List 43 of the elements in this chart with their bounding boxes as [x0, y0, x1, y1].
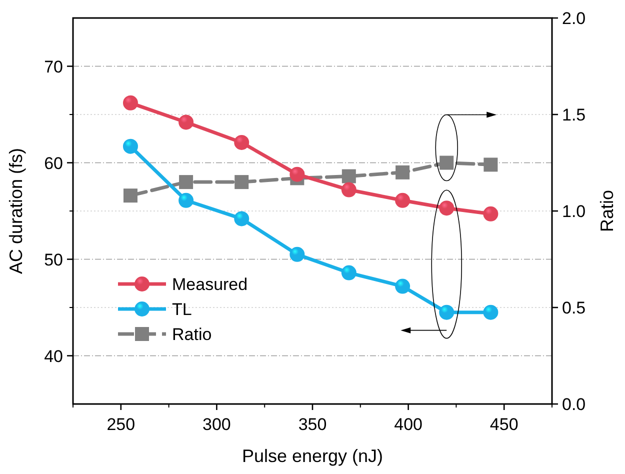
point	[341, 265, 356, 280]
point	[178, 114, 194, 130]
point	[234, 134, 250, 150]
y2-tick-label: 1.5	[562, 106, 586, 124]
point	[341, 182, 356, 198]
point	[179, 175, 194, 190]
x-tick-label: 400	[394, 415, 422, 434]
point	[483, 304, 498, 320]
y2-tick-label: 1.0	[562, 202, 586, 221]
point	[439, 304, 454, 320]
point	[395, 278, 410, 294]
point	[395, 192, 410, 208]
y-tick-label: 60	[44, 154, 63, 173]
y2-tick-label: 2.0	[562, 9, 586, 28]
point	[122, 138, 138, 154]
point	[440, 156, 454, 170]
point	[484, 158, 498, 172]
y2-tick-label: 0.0	[562, 395, 586, 414]
y-axis-title: AC duration (fs)	[6, 148, 26, 274]
point	[234, 211, 250, 226]
legend-label: Ratio	[172, 325, 212, 344]
y-tick-label: 70	[44, 57, 63, 76]
x-tick-label: 250	[106, 415, 136, 434]
point	[342, 169, 356, 184]
point	[396, 165, 410, 180]
point	[483, 206, 498, 222]
x-tick-label: 350	[298, 415, 327, 434]
point	[122, 95, 138, 110]
legend-label: TL	[172, 300, 192, 319]
point	[123, 188, 138, 203]
y-tick-label: 50	[44, 250, 63, 270]
point	[290, 246, 305, 262]
y2-tick-label: 0.5	[562, 298, 586, 318]
point	[290, 166, 305, 182]
y2-axis-title: Ratio	[597, 190, 617, 232]
point	[234, 175, 249, 190]
x-axis-title: Pulse energy (nJ)	[242, 446, 384, 466]
point	[178, 192, 194, 208]
y-tick-label: 40	[44, 346, 63, 366]
x-tick-label: 300	[202, 415, 231, 434]
point	[439, 200, 454, 216]
legend-label: Measured	[172, 275, 248, 294]
x-tick-label: 450	[490, 415, 518, 434]
